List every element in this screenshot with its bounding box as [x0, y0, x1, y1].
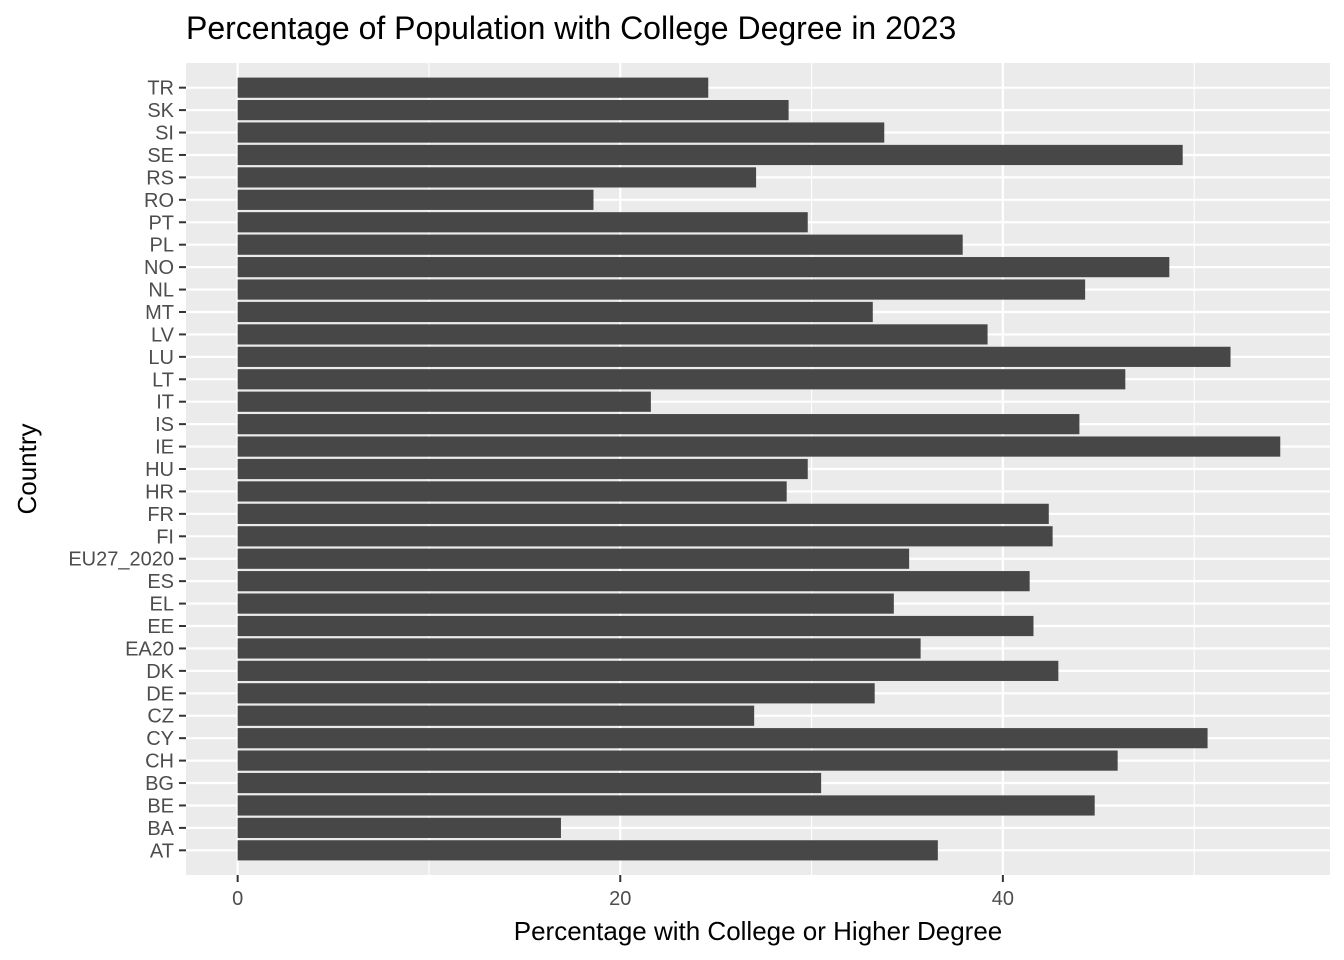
y-tick-label: EE — [147, 616, 174, 638]
bar-rs — [237, 167, 757, 188]
bar-sk — [237, 100, 789, 121]
x-tick-label: 20 — [609, 888, 631, 910]
x-tick-label: 0 — [232, 888, 243, 910]
y-tick-label: TR — [147, 78, 174, 100]
y-tick-label: LV — [151, 324, 175, 346]
y-tick-label: EU27_2020 — [68, 549, 174, 571]
bar-es — [237, 571, 1030, 592]
bar-nl — [237, 279, 1086, 300]
y-tick-label: SE — [147, 145, 174, 167]
bar-lu — [237, 346, 1231, 367]
bar-fr — [237, 503, 1049, 524]
bar-lt — [237, 369, 1126, 390]
y-tick-label: EA20 — [125, 638, 174, 660]
bar-el — [237, 593, 894, 614]
y-tick-label: DE — [146, 683, 174, 705]
bar-it — [237, 391, 651, 412]
bar-pl — [237, 234, 963, 255]
y-tick-label: EL — [150, 594, 174, 616]
x-axis: 0 20 40 — [232, 875, 1014, 910]
y-tick-label: RO — [144, 190, 174, 212]
y-tick-label: CY — [146, 728, 174, 750]
bar-tr — [237, 77, 709, 98]
bar-at — [237, 840, 938, 861]
y-axis-title: Country — [12, 423, 42, 514]
bar-no — [237, 257, 1170, 278]
y-tick-label: IS — [155, 414, 174, 436]
y-tick-label: BA — [147, 818, 174, 840]
bar-ea20 — [237, 638, 921, 659]
y-tick-label: NO — [144, 257, 174, 279]
bar-eu27_2020 — [237, 548, 910, 569]
bar-se — [237, 144, 1183, 166]
bars — [237, 77, 1281, 861]
y-tick-label: HU — [145, 459, 174, 481]
bar-ba — [237, 817, 561, 838]
y-tick-label: DK — [146, 661, 174, 683]
bar-ch — [237, 750, 1118, 771]
x-tick-label: 40 — [992, 888, 1014, 910]
y-tick-label: PT — [148, 212, 174, 234]
y-tick-label: FI — [156, 526, 174, 548]
bar-ie — [237, 436, 1281, 457]
y-tick-label: CZ — [147, 706, 174, 728]
bar-dk — [237, 660, 1059, 681]
y-tick-label: SI — [155, 123, 174, 145]
chart-title: Percentage of Population with College De… — [186, 10, 956, 46]
y-tick-label: CH — [145, 751, 174, 773]
y-tick-label: PL — [150, 235, 174, 257]
y-tick-label: IT — [156, 392, 174, 414]
bar-bg — [237, 772, 822, 794]
y-tick-label: RS — [146, 167, 174, 189]
y-tick-label: AT — [150, 840, 174, 862]
y-tick-label: BG — [145, 773, 174, 795]
y-tick-label: LT — [152, 369, 174, 391]
bar-lv — [237, 324, 988, 345]
y-tick-label: MT — [145, 302, 174, 324]
bar-hu — [237, 458, 808, 480]
y-tick-label: NL — [148, 280, 174, 302]
bar-hr — [237, 481, 787, 502]
y-tick-label: BE — [147, 795, 174, 817]
bar-si — [237, 122, 885, 143]
bar-is — [237, 414, 1080, 435]
y-tick-label: IE — [155, 437, 174, 459]
y-tick-label: FR — [147, 504, 174, 526]
bar-de — [237, 683, 875, 704]
y-tick-label: LU — [148, 347, 174, 369]
y-tick-label: SK — [147, 100, 174, 122]
bar-mt — [237, 301, 873, 323]
bar-be — [237, 795, 1095, 816]
bar-cz — [237, 705, 755, 726]
bar-ee — [237, 615, 1034, 637]
bar-cy — [237, 728, 1208, 749]
bar-fi — [237, 526, 1053, 547]
y-tick-label: HR — [145, 481, 174, 503]
bar-pt — [237, 212, 808, 233]
y-axis: TRSKSISERSROPTPLNONLMTLVLULTITISIEHUHRFR… — [68, 78, 186, 862]
x-axis-title: Percentage with College or Higher Degree — [514, 916, 1003, 946]
y-tick-label: ES — [147, 571, 174, 593]
bar-ro — [237, 189, 594, 210]
